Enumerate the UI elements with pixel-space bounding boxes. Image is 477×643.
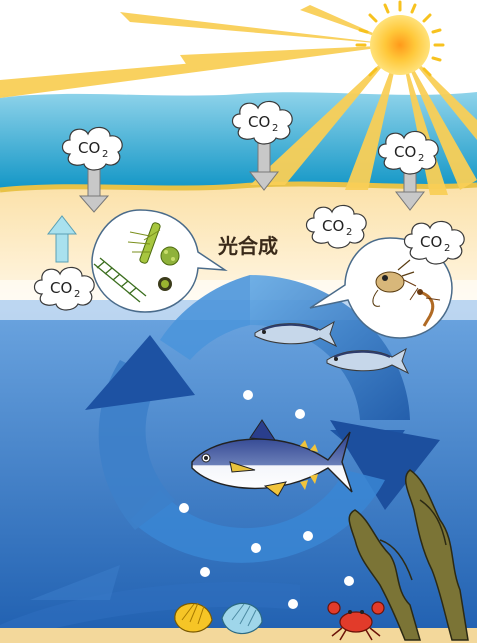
crab — [327, 601, 385, 641]
svg-text:2: 2 — [102, 149, 108, 160]
svg-text:CO: CO — [322, 217, 344, 235]
svg-text:CO: CO — [248, 113, 270, 131]
svg-text:CO: CO — [78, 139, 100, 157]
sun-rays — [0, 5, 477, 195]
tuna-fish — [191, 419, 353, 497]
svg-text:CO: CO — [50, 279, 72, 297]
svg-text:2: 2 — [346, 227, 352, 238]
zooplankton-bubble — [309, 237, 453, 339]
carbon-cycle-arrow — [85, 274, 440, 563]
sun — [355, 0, 445, 77]
co2-cloud-1: CO 2 — [61, 126, 123, 171]
svg-text:2: 2 — [272, 123, 278, 134]
yellow-shell — [174, 602, 213, 633]
svg-text:CO: CO — [420, 233, 442, 251]
phytoplankton-bubble — [91, 209, 228, 313]
sinking-particles — [179, 390, 354, 609]
co2-cloud-3: CO 2 — [377, 130, 439, 175]
co2-down-arrow-2 — [248, 139, 280, 191]
diatom-chain-icon — [93, 257, 147, 303]
co2-cloud-5: CO 2 — [403, 220, 465, 265]
svg-text:2: 2 — [444, 243, 450, 254]
svg-text:CO: CO — [394, 143, 416, 161]
bottom-current — [0, 581, 300, 643]
green-algae-filament-icon — [127, 222, 161, 264]
copepod-icon — [372, 259, 415, 307]
mackerel-fish-1 — [254, 320, 338, 348]
diatom-disc-icon — [158, 277, 172, 291]
svg-text:2: 2 — [74, 289, 80, 300]
mackerel-fish-2 — [326, 347, 410, 375]
co2-cloud-4: CO 2 — [305, 204, 367, 249]
bottom-current-head — [30, 565, 120, 600]
co2-cloud-2: CO 2 — [231, 100, 293, 145]
round-algae-icon — [160, 246, 180, 266]
shrimp-larva-icon — [403, 279, 441, 327]
blue-shell — [221, 602, 263, 635]
kelp — [348, 469, 469, 641]
co2-up-arrow — [46, 215, 78, 263]
photosynthesis-label: 光合成 — [217, 234, 278, 258]
co2-down-arrow-3 — [394, 171, 426, 211]
co2-cloud-6: CO 2 — [33, 266, 95, 311]
svg-text:2: 2 — [418, 153, 424, 164]
